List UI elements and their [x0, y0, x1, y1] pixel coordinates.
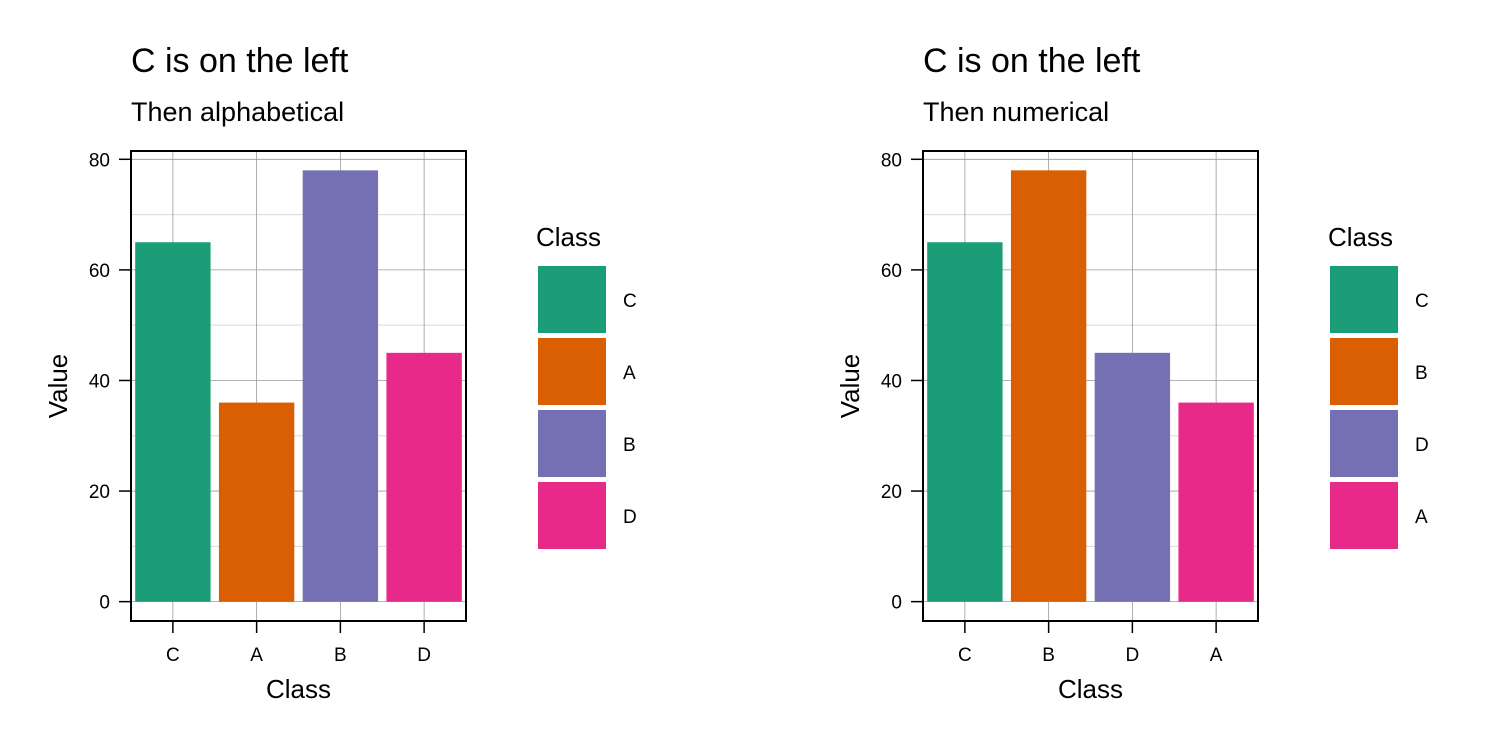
x-tick-label: D	[417, 645, 431, 666]
chart-subtitle: Then numerical	[923, 97, 1109, 127]
legend-swatch-B	[538, 410, 606, 477]
legend-label: B	[623, 435, 636, 456]
bar-D	[1094, 352, 1171, 602]
x-axis-title: Class	[1058, 674, 1123, 704]
y-axis-title: Value	[43, 354, 73, 419]
bar-A	[218, 402, 295, 602]
legend-swatch-C	[538, 266, 606, 333]
bars	[135, 170, 462, 602]
x-tick-label: C	[166, 645, 180, 666]
x-tick-label: C	[958, 645, 972, 666]
y-tick-label: 60	[881, 261, 902, 282]
y-tick-label: 60	[89, 261, 110, 282]
chart-panel-2: C is on the left Then numerical 0 20 40 60 80 C…	[835, 42, 1429, 704]
y-tick-label: 80	[89, 150, 110, 171]
legend: Class C B D A	[1328, 222, 1429, 549]
x-tick-label: A	[1210, 645, 1223, 666]
bar-C	[927, 242, 1003, 602]
y-tick-label: 20	[881, 482, 902, 503]
bar-D	[386, 352, 462, 602]
y-tick-label: 20	[89, 482, 110, 503]
y-axis: 0 20 40 60 80	[881, 150, 923, 614]
bar-C	[135, 242, 211, 602]
y-axis-title: Value	[835, 354, 865, 419]
legend-title: Class	[536, 222, 601, 252]
legend-swatch-D	[538, 482, 606, 549]
legend-title: Class	[1328, 222, 1393, 252]
legend-label: B	[1415, 363, 1428, 384]
bar-B	[302, 170, 379, 602]
legend-swatch-B	[1330, 338, 1398, 405]
legend-label: A	[1415, 507, 1428, 528]
y-tick-label: 80	[881, 150, 902, 171]
legend-swatch-A	[1330, 482, 1398, 549]
legend-label: C	[623, 291, 637, 312]
legend-label: D	[1415, 435, 1429, 456]
bar-B	[1010, 170, 1087, 602]
x-tick-label: A	[250, 645, 263, 666]
y-tick-label: 0	[99, 593, 110, 614]
x-tick-label: B	[1042, 645, 1055, 666]
y-tick-label: 40	[881, 371, 902, 392]
legend-swatch-C	[1330, 266, 1398, 333]
legend-swatch-D	[1330, 410, 1398, 477]
plot-border	[922, 150, 1259, 622]
bar-A	[1178, 402, 1254, 602]
chart-title: C is on the left	[131, 42, 349, 80]
legend: Class C A B D	[536, 222, 637, 549]
legend-label: A	[623, 363, 636, 384]
chart-subtitle: Then alphabetical	[131, 97, 344, 127]
x-tick-label: D	[1126, 645, 1140, 666]
chart-panel-1: C is on the left Then alphabetical 0 20 40 60…	[43, 42, 637, 704]
bars	[927, 170, 1254, 602]
plot-border	[130, 150, 467, 622]
legend-label: D	[623, 507, 637, 528]
y-axis: 0 20 40 60 80	[89, 150, 131, 614]
y-tick-label: 40	[89, 371, 110, 392]
y-tick-label: 0	[891, 593, 902, 614]
chart-title: C is on the left	[923, 42, 1141, 80]
legend-label: C	[1415, 291, 1429, 312]
x-axis-title: Class	[266, 674, 331, 704]
x-tick-label: B	[334, 645, 347, 666]
legend-swatch-A	[538, 338, 606, 405]
